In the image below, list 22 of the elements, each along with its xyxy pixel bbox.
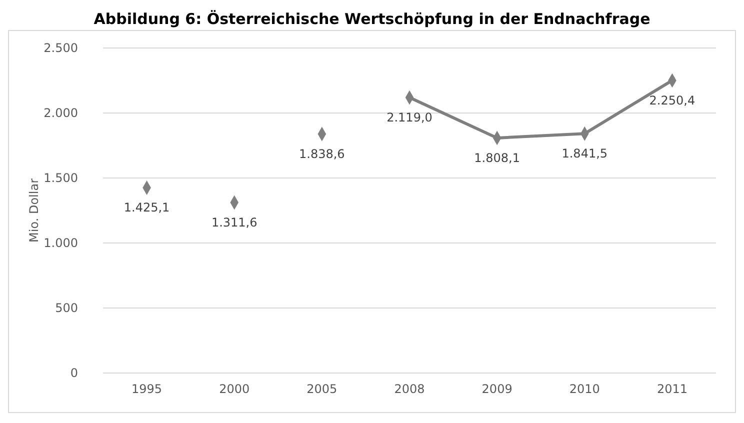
y-tick-label: 1.500 [44, 171, 78, 186]
text: 1.425,1 [124, 200, 170, 215]
text: 2.250,4 [649, 93, 696, 108]
y-tick-label: 2.000 [44, 106, 78, 120]
y-tick-label: 500 [55, 301, 78, 316]
y-axis-title: Mio. Dollar [27, 178, 41, 242]
text: 1.841,5 [562, 146, 608, 161]
y-tick-label: 2.500 [44, 41, 78, 56]
text: 2.119,0 [386, 110, 432, 125]
text: 1.808,1 [474, 150, 520, 165]
text: 1.838,6 [299, 146, 345, 161]
x-tick-label: 2010 [569, 382, 600, 396]
x-tick-label: 2005 [306, 382, 338, 396]
y-tick-label: 1.000 [44, 236, 78, 250]
x-tick-label: 1995 [132, 382, 162, 396]
x-tick-label: 2009 [482, 382, 512, 396]
chart-title: Abbildung 6: Österreichische Wertschöpfung in der Endnachfrage [94, 10, 650, 28]
x-tick-label: 2011 [656, 382, 688, 396]
x-tick-label: 2000 [219, 382, 250, 396]
y-tick-label: 0 [70, 366, 78, 380]
x-tick-label: 2008 [394, 382, 425, 396]
text: 1.311,6 [211, 215, 258, 230]
